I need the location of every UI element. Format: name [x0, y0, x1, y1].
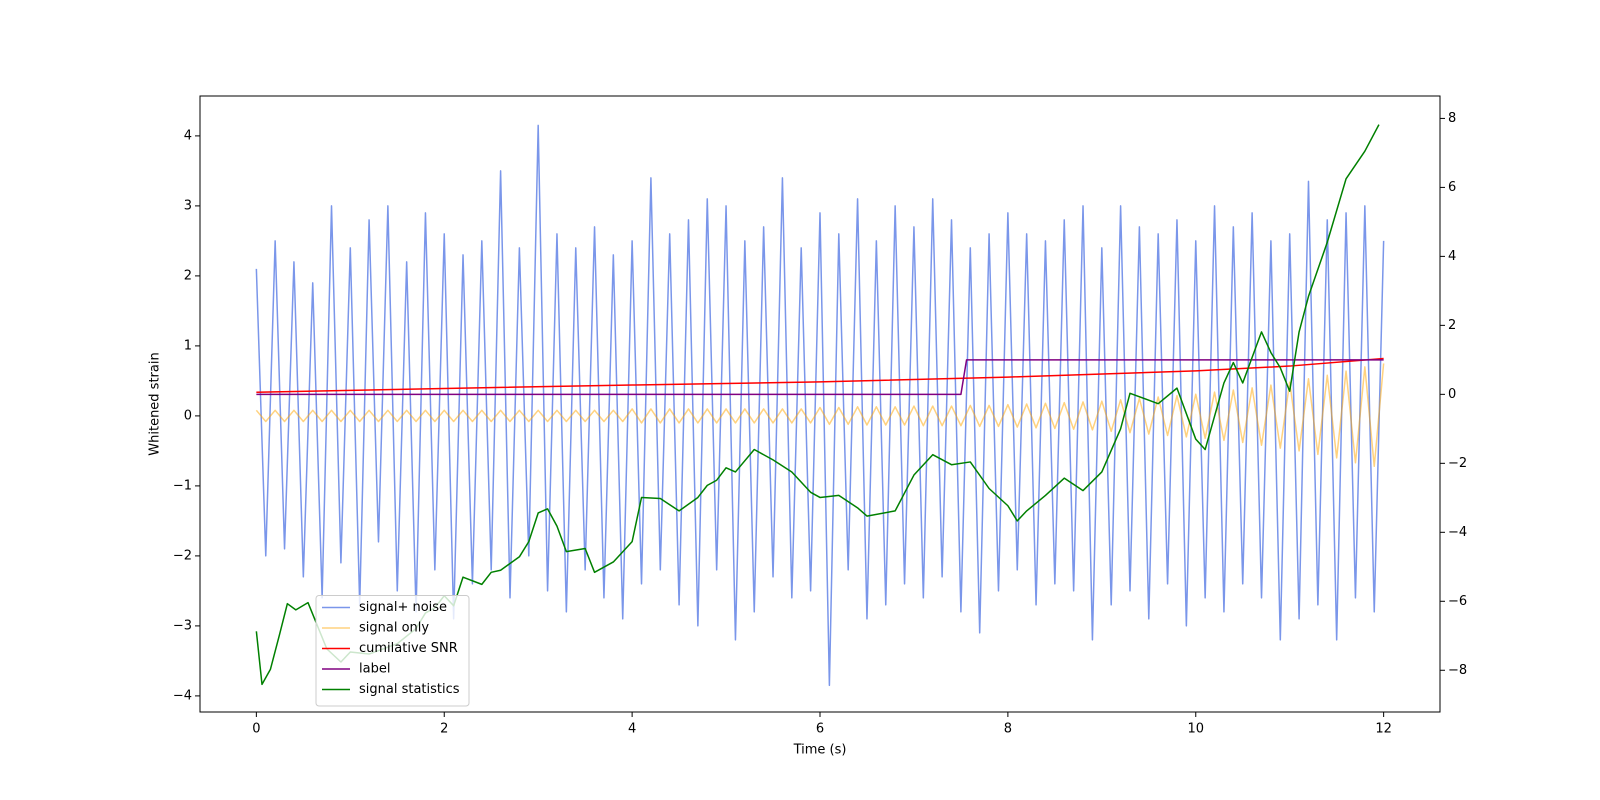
y-tick-label: −3 [173, 618, 192, 633]
legend-label: signal only [359, 621, 429, 636]
y2-tick-label: 2 [1448, 318, 1456, 333]
x-tick-label: 4 [628, 722, 636, 737]
legend-box [315, 595, 470, 707]
y-tick-label: −1 [173, 478, 192, 493]
y2-tick-label: −6 [1448, 594, 1467, 609]
series-line [256, 357, 1384, 394]
y2-tick-label: 8 [1448, 111, 1456, 126]
series-line [255, 124, 1385, 687]
y-tick-label: −4 [173, 688, 192, 703]
y-tick-label: 1 [184, 338, 192, 353]
y2-tick-label: −4 [1448, 525, 1467, 540]
legend-label: signal+ noise [359, 600, 447, 615]
y2-tick-label: −8 [1448, 663, 1467, 678]
y-axis-label: Whitened strain [148, 352, 163, 455]
y-tick-label: 2 [184, 268, 192, 283]
legend-label: cumilative SNR [359, 641, 458, 656]
x-axis-label: Time (s) [793, 743, 847, 758]
y2-tick-label: 4 [1448, 249, 1456, 264]
y-tick-label: −2 [173, 548, 192, 563]
legend-label: label [359, 662, 390, 677]
y-tick-label: 3 [184, 198, 192, 213]
y-tick-label: 4 [184, 128, 192, 143]
x-tick-label: 6 [816, 722, 824, 737]
y2-tick-label: 6 [1448, 180, 1456, 195]
x-tick-label: 2 [440, 722, 448, 737]
y2-tick-label: 0 [1448, 387, 1456, 402]
legend-label: signal statistics [359, 682, 460, 697]
series-line [255, 363, 1385, 468]
y2-tick-label: −2 [1448, 456, 1467, 471]
x-tick-label: 8 [1004, 722, 1012, 737]
x-tick-label: 12 [1375, 722, 1392, 737]
axes-frame [199, 95, 1441, 713]
legend: signal+ noise signal only cumilative SNR la… [315, 595, 470, 707]
series-line [256, 359, 1384, 396]
x-tick-label: 0 [252, 722, 260, 737]
x-tick-label: 10 [1187, 722, 1204, 737]
y-tick-label: 0 [184, 408, 192, 423]
